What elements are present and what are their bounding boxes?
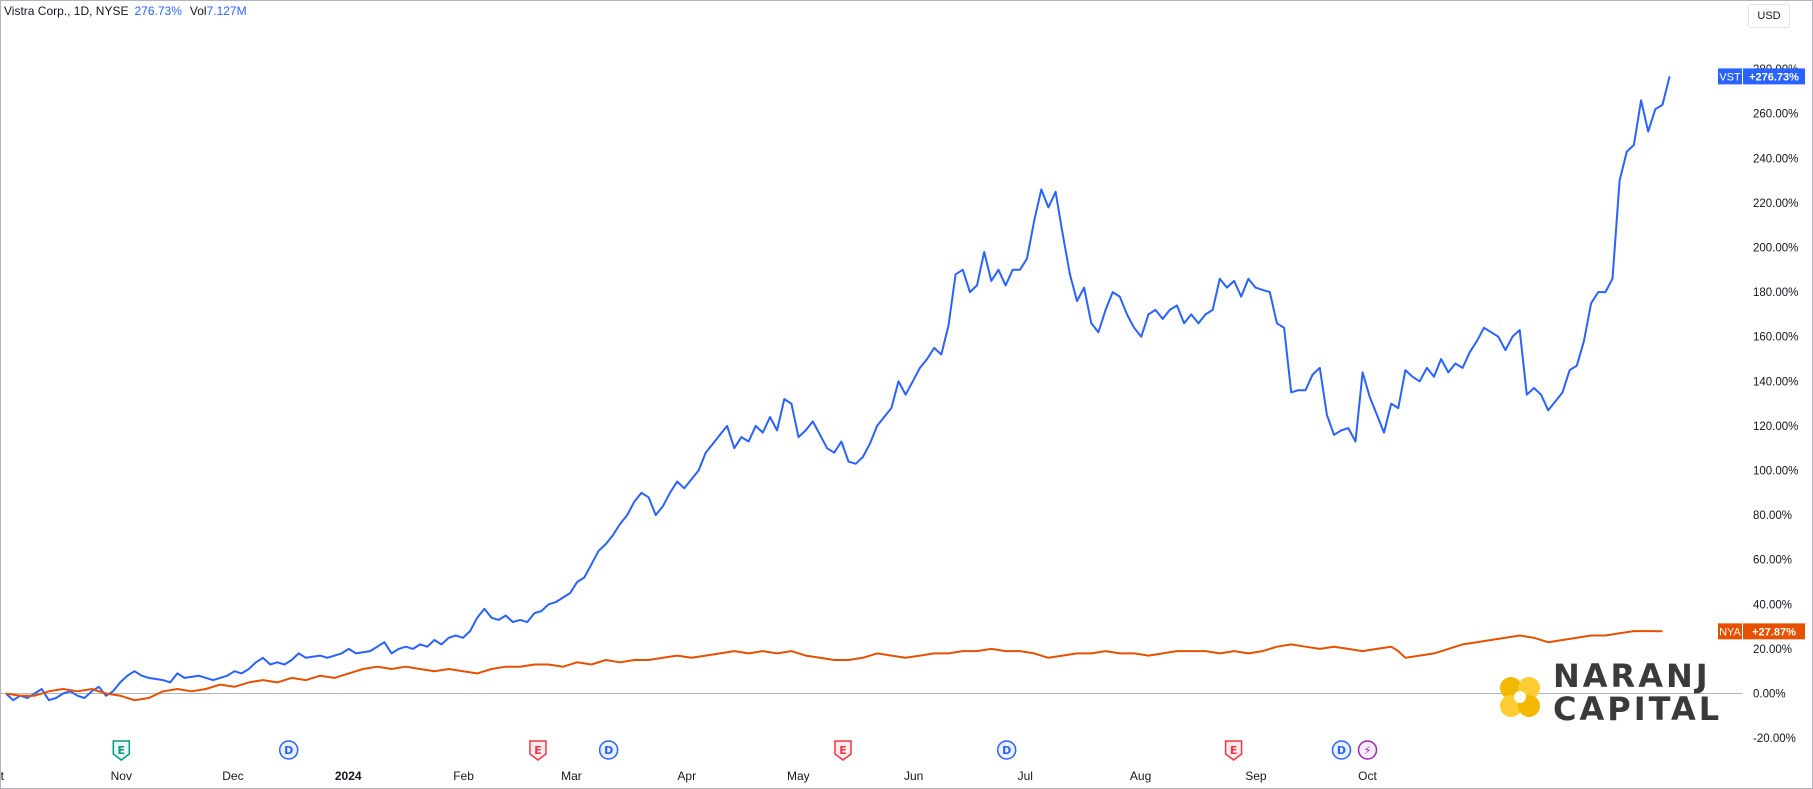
event-marker-letter: E bbox=[839, 744, 847, 757]
symbol-title: Vistra Corp., 1D, NYSE bbox=[4, 4, 129, 18]
y-tick-label: 180.00% bbox=[1753, 287, 1798, 299]
x-tick-label: 2024 bbox=[335, 769, 362, 783]
y-tick-label: 160.00% bbox=[1753, 332, 1798, 344]
chart-header: Vistra Corp., 1D, NYSE 276.73% Vol7.127M bbox=[4, 4, 247, 18]
y-tick-label: 260.00% bbox=[1753, 109, 1798, 121]
y-tick-label: 220.00% bbox=[1753, 198, 1798, 210]
x-tick-label: Nov bbox=[111, 769, 132, 783]
y-tick-label: 20.00% bbox=[1753, 644, 1792, 656]
event-marker-dividend[interactable]: D bbox=[598, 740, 619, 760]
y-tick-label: 40.00% bbox=[1753, 599, 1792, 611]
event-marker-circle bbox=[1357, 740, 1378, 760]
y-tick-label: 60.00% bbox=[1753, 555, 1792, 567]
x-tick-label: t bbox=[1, 769, 5, 783]
x-tick-label: May bbox=[787, 769, 810, 783]
series-name-box bbox=[1718, 623, 1742, 640]
x-tick-label: Dec bbox=[222, 769, 243, 783]
y-tick-label: 140.00% bbox=[1753, 376, 1798, 388]
volume-value: 7.127M bbox=[206, 4, 247, 18]
earnings-marker-shape bbox=[529, 740, 547, 761]
event-marker-letter: D bbox=[1337, 744, 1346, 757]
event-marker-letter: E bbox=[1230, 744, 1238, 757]
event-marker-split[interactable]: ⚡ bbox=[1357, 740, 1378, 760]
series-value-box bbox=[1743, 623, 1805, 640]
x-tick-label: Sep bbox=[1245, 769, 1267, 783]
y-tick-label: 120.00% bbox=[1753, 421, 1798, 433]
earnings-marker-shape bbox=[1224, 740, 1243, 761]
event-marker-circle bbox=[278, 740, 299, 760]
naranj-capital-logo: NARANJ CAPITAL bbox=[1495, 660, 1719, 730]
event-marker-letter: E bbox=[118, 744, 126, 757]
y-tick-label: 100.00% bbox=[1753, 466, 1798, 478]
x-tick-label: Mar bbox=[561, 769, 582, 783]
series-line-nya bbox=[5, 630, 1663, 702]
earnings-marker-shape bbox=[112, 740, 131, 761]
series-value-box bbox=[1743, 68, 1805, 85]
event-marker-letter: ⚡ bbox=[1364, 744, 1372, 757]
y-tick-label: 80.00% bbox=[1753, 510, 1792, 522]
event-marker-circle bbox=[598, 740, 619, 760]
event-marker-earnings-green[interactable]: E bbox=[112, 740, 131, 761]
x-tick-label: Oct bbox=[1358, 769, 1377, 783]
series-name-box bbox=[1718, 68, 1742, 85]
currency-button[interactable]: USD bbox=[1748, 4, 1790, 28]
series-name-label: VST bbox=[1719, 71, 1741, 83]
earnings-marker-shape bbox=[834, 740, 852, 761]
logo-mark-icon bbox=[1500, 677, 1540, 717]
series-line-vst bbox=[5, 76, 1671, 702]
x-tick-label: Apr bbox=[677, 769, 696, 783]
series-axis-label-vst: VST +276.73% bbox=[1718, 68, 1805, 85]
volume-label: Vol bbox=[189, 4, 207, 18]
x-tick-label: Aug bbox=[1130, 769, 1151, 783]
event-marker-earnings-red[interactable]: E bbox=[834, 740, 852, 761]
y-tick-label: 200.00% bbox=[1753, 243, 1798, 255]
event-marker-letter: D bbox=[604, 744, 613, 757]
logo-line-2: CAPITAL bbox=[1553, 690, 1723, 728]
x-tick-label: Jun bbox=[904, 769, 923, 783]
event-marker-circle bbox=[1331, 740, 1352, 760]
series-value-label: +276.73% bbox=[1749, 71, 1799, 83]
series-axis-label-nya: NYA +27.87% bbox=[1718, 623, 1805, 640]
x-tick-label: Feb bbox=[453, 769, 474, 783]
logo-line-1: NARANJ bbox=[1553, 657, 1711, 695]
event-marker-earnings-red[interactable]: E bbox=[1224, 740, 1243, 761]
y-tick-label: 0.00% bbox=[1753, 689, 1786, 701]
event-marker-dividend[interactable]: D bbox=[278, 740, 299, 760]
series-value-label: +27.87% bbox=[1752, 626, 1796, 638]
y-tick-label: 240.00% bbox=[1753, 153, 1798, 165]
event-marker-dividend[interactable]: D bbox=[996, 740, 1017, 760]
change-percent: 276.73% bbox=[134, 4, 182, 18]
event-marker-earnings-red[interactable]: E bbox=[529, 740, 547, 761]
event-marker-letter: D bbox=[1002, 744, 1011, 757]
x-tick-label: Jul bbox=[1018, 769, 1033, 783]
event-marker-letter: D bbox=[284, 744, 293, 757]
series-name-label: NYA bbox=[1719, 626, 1741, 638]
y-tick-label: -20.00% bbox=[1753, 733, 1796, 745]
event-marker-circle bbox=[996, 740, 1017, 760]
event-marker-dividend[interactable]: D bbox=[1331, 740, 1352, 760]
event-marker-letter: E bbox=[534, 744, 542, 757]
